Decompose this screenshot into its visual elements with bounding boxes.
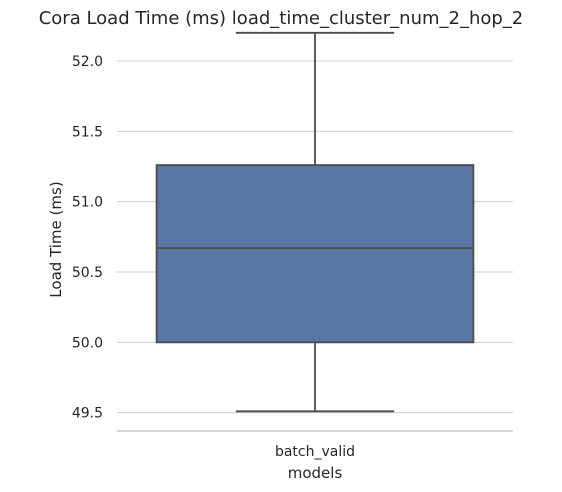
y-tick-label: 52.0 [72, 54, 103, 70]
y-axis-ticks: 49.5 50.0 50.5 51.0 51.5 52.0 [72, 54, 103, 422]
x-axis-ticks: batch_valid [275, 444, 355, 460]
box-iqr [157, 165, 474, 342]
y-tick-label: 51.0 [72, 195, 103, 211]
y-tick-label: 51.5 [72, 124, 103, 140]
y-axis-label: Load Time (ms) [47, 181, 65, 297]
box-group [157, 33, 474, 411]
x-axis-label: models [288, 464, 343, 482]
y-tick-label: 49.5 [72, 406, 103, 422]
x-tick-label: batch_valid [275, 444, 355, 460]
boxes [157, 33, 474, 411]
y-tick-label: 50.5 [72, 265, 103, 281]
y-tick-label: 50.0 [72, 335, 103, 351]
chart-title: Cora Load Time (ms) load_time_cluster_nu… [39, 8, 524, 29]
